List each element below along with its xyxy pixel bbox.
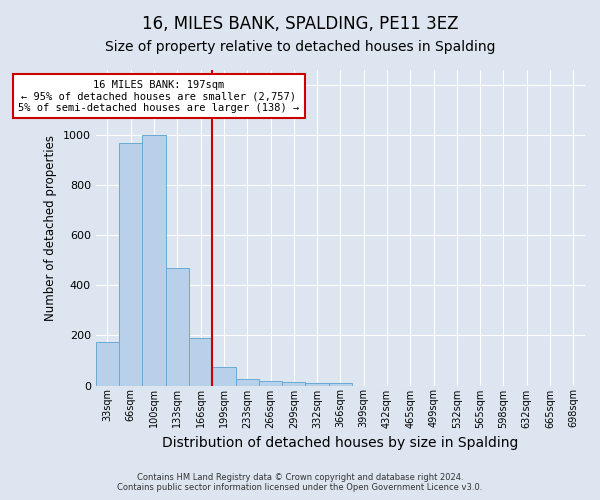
Text: 16, MILES BANK, SPALDING, PE11 3EZ: 16, MILES BANK, SPALDING, PE11 3EZ [142, 15, 458, 33]
Bar [96, 342, 119, 386]
Bar [305, 383, 329, 386]
Text: 16 MILES BANK: 197sqm
← 95% of detached houses are smaller (2,757)
5% of semi-de: 16 MILES BANK: 197sqm ← 95% of detached … [18, 80, 299, 113]
Bar [189, 338, 212, 386]
Bar [142, 135, 166, 386]
Text: Size of property relative to detached houses in Spalding: Size of property relative to detached ho… [105, 40, 495, 54]
Text: Contains HM Land Registry data © Crown copyright and database right 2024.
Contai: Contains HM Land Registry data © Crown c… [118, 473, 482, 492]
Bar [119, 142, 142, 386]
Bar [329, 382, 352, 386]
Bar [212, 366, 236, 386]
X-axis label: Distribution of detached houses by size in Spalding: Distribution of detached houses by size … [162, 436, 518, 450]
Y-axis label: Number of detached properties: Number of detached properties [44, 135, 57, 321]
Bar [236, 380, 259, 386]
Bar [166, 268, 189, 386]
Bar [282, 382, 305, 386]
Bar [259, 381, 282, 386]
